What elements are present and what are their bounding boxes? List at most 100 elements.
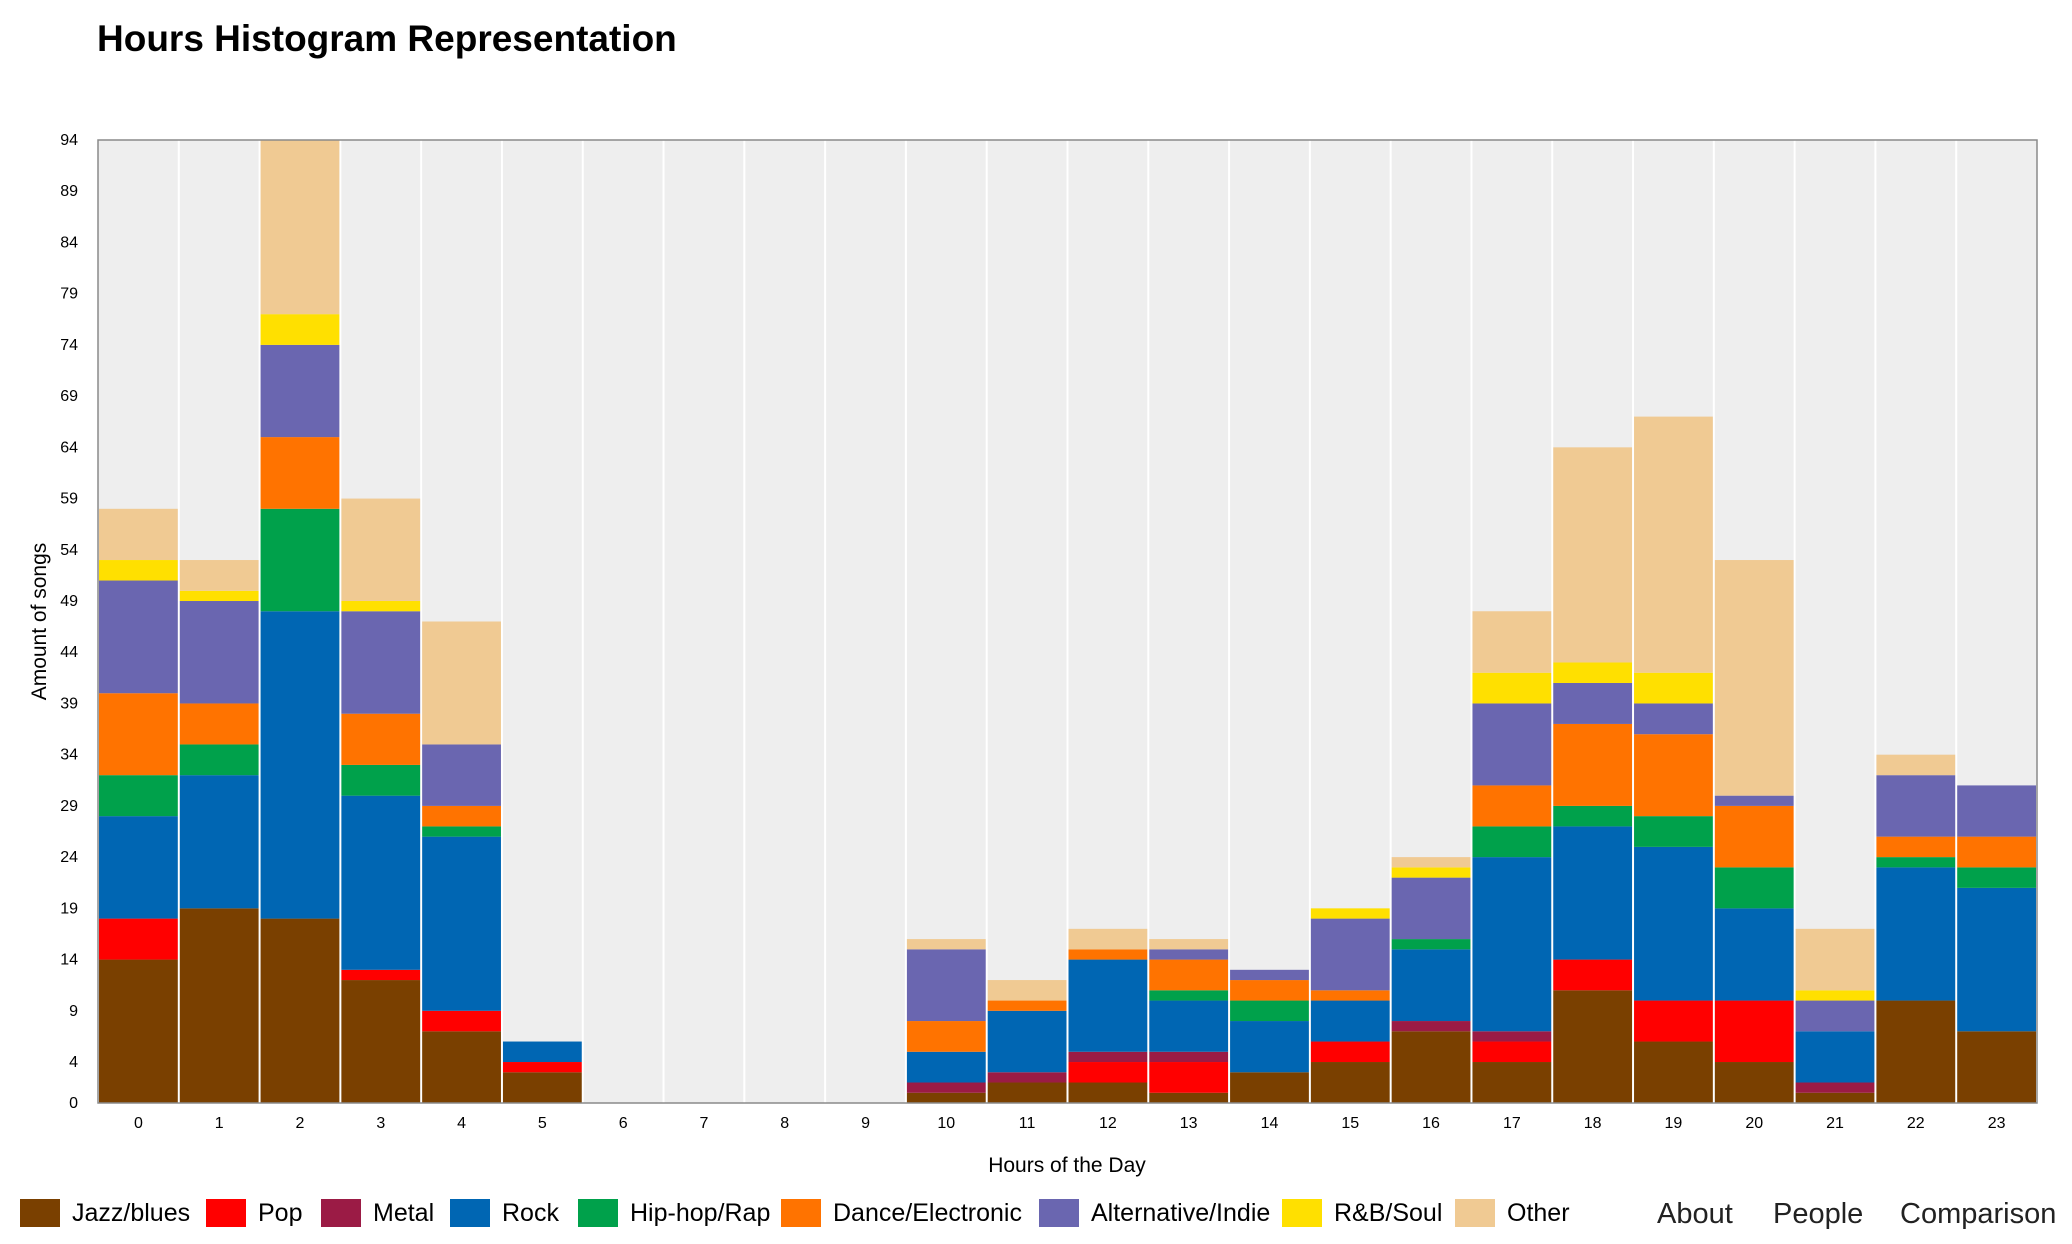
bar-segment[interactable] (260, 611, 340, 919)
bar-segment[interactable] (1230, 1000, 1309, 1022)
bar-segment[interactable] (1714, 795, 1794, 806)
bar-segment[interactable] (341, 498, 421, 602)
bar-segment[interactable] (1230, 980, 1309, 1001)
bar-segment[interactable] (1634, 816, 1713, 847)
bar-segment[interactable] (260, 314, 340, 345)
bar-segment[interactable] (1876, 1000, 1956, 1103)
bar-segment[interactable] (1149, 949, 1229, 960)
bar-segment[interactable] (502, 1041, 582, 1063)
bar-segment[interactable] (906, 1021, 986, 1052)
bar-segment[interactable] (1472, 1041, 1552, 1063)
legend-item[interactable]: Rock (450, 1196, 559, 1230)
bar-segment[interactable] (1795, 1082, 1875, 1093)
bar-segment[interactable] (1957, 867, 2036, 888)
bar-segment[interactable] (422, 1010, 501, 1032)
bar-segment[interactable] (341, 611, 421, 714)
bar-segment[interactable] (1310, 990, 1390, 1001)
bar-segment[interactable] (179, 560, 259, 591)
bar-segment[interactable] (341, 980, 421, 1103)
bar-segment[interactable] (99, 693, 178, 776)
bar-segment[interactable] (1391, 877, 1471, 940)
bar-segment[interactable] (1876, 836, 1956, 858)
bar-segment[interactable] (987, 1082, 1067, 1103)
bar-segment[interactable] (179, 908, 259, 1103)
bar-segment[interactable] (1472, 703, 1552, 786)
bar-segment[interactable] (422, 744, 501, 806)
bar-segment[interactable] (1149, 1051, 1229, 1063)
bar-segment[interactable] (1553, 662, 1633, 683)
legend-item[interactable]: Pop (206, 1196, 302, 1230)
bar-segment[interactable] (99, 560, 178, 581)
bar-segment[interactable] (1472, 672, 1552, 704)
bar-segment[interactable] (341, 713, 421, 765)
bar-segment[interactable] (502, 1062, 582, 1073)
bar-segment[interactable] (341, 764, 421, 796)
bar-segment[interactable] (1634, 734, 1713, 817)
bar-segment[interactable] (422, 805, 501, 827)
bar-segment[interactable] (1472, 826, 1552, 858)
bar-segment[interactable] (1310, 1000, 1390, 1042)
bar-segment[interactable] (1553, 959, 1633, 991)
bar-segment[interactable] (906, 1082, 986, 1093)
bar-segment[interactable] (260, 140, 340, 315)
bar-segment[interactable] (99, 580, 178, 694)
bar-segment[interactable] (260, 437, 340, 509)
bar-segment[interactable] (260, 344, 340, 438)
bar-segment[interactable] (179, 744, 259, 776)
bar-segment[interactable] (422, 826, 501, 837)
nav-about-link[interactable]: About (1657, 1198, 1733, 1230)
legend-item[interactable]: Metal (321, 1196, 434, 1230)
bar-segment[interactable] (1391, 867, 1471, 878)
bar-segment[interactable] (99, 816, 178, 919)
bar-segment[interactable] (179, 601, 259, 704)
bar-segment[interactable] (1068, 959, 1148, 1052)
bar-segment[interactable] (260, 508, 340, 612)
legend-item[interactable]: R&B/Soul (1282, 1196, 1442, 1230)
bar-segment[interactable] (341, 601, 421, 612)
legend-item[interactable]: Other (1455, 1196, 1570, 1230)
bar-segment[interactable] (341, 795, 421, 970)
bar-segment[interactable] (1714, 908, 1794, 1001)
bar-segment[interactable] (1391, 1021, 1471, 1032)
bar-segment[interactable] (1957, 887, 2036, 1032)
bar-segment[interactable] (422, 1031, 501, 1103)
bar-segment[interactable] (99, 775, 178, 817)
bar-segment[interactable] (99, 918, 178, 960)
bar-segment[interactable] (1068, 1082, 1148, 1103)
bar-segment[interactable] (1391, 949, 1471, 1022)
bar-segment[interactable] (1068, 928, 1148, 950)
bar-segment[interactable] (906, 949, 986, 1022)
bar-segment[interactable] (1795, 1031, 1875, 1083)
bar-segment[interactable] (1714, 805, 1794, 868)
bar-segment[interactable] (987, 1000, 1067, 1011)
bar-segment[interactable] (1795, 990, 1875, 1001)
legend-item[interactable]: Alternative/Indie (1039, 1196, 1270, 1230)
bar-segment[interactable] (1714, 867, 1794, 909)
bar-segment[interactable] (99, 959, 178, 1103)
bar-segment[interactable] (1634, 703, 1713, 735)
bar-segment[interactable] (1957, 1031, 2036, 1103)
bar-segment[interactable] (1795, 1092, 1875, 1103)
bar-segment[interactable] (1553, 682, 1633, 724)
bar-segment[interactable] (1553, 805, 1633, 827)
bar-segment[interactable] (99, 508, 178, 561)
bar-segment[interactable] (1714, 560, 1794, 796)
bar-segment[interactable] (1472, 785, 1552, 827)
bar-segment[interactable] (1149, 959, 1229, 991)
bar-segment[interactable] (1472, 611, 1552, 673)
bar-segment[interactable] (1391, 1031, 1471, 1103)
legend-item[interactable]: Jazz/blues (20, 1196, 190, 1230)
bar-segment[interactable] (1957, 785, 2036, 837)
bar-segment[interactable] (179, 775, 259, 909)
bar-segment[interactable] (987, 1010, 1067, 1073)
bar-segment[interactable] (341, 969, 421, 981)
nav-people-link[interactable]: People (1773, 1198, 1864, 1230)
bar-segment[interactable] (1230, 1072, 1309, 1103)
bar-segment[interactable] (1149, 1092, 1229, 1103)
nav-comparison-link[interactable]: Comparison (1900, 1198, 2057, 1230)
bar-segment[interactable] (1634, 1000, 1713, 1042)
bar-segment[interactable] (987, 1072, 1067, 1083)
bar-segment[interactable] (1068, 1051, 1148, 1063)
bar-segment[interactable] (1714, 1000, 1794, 1063)
bar-segment[interactable] (906, 1092, 986, 1103)
